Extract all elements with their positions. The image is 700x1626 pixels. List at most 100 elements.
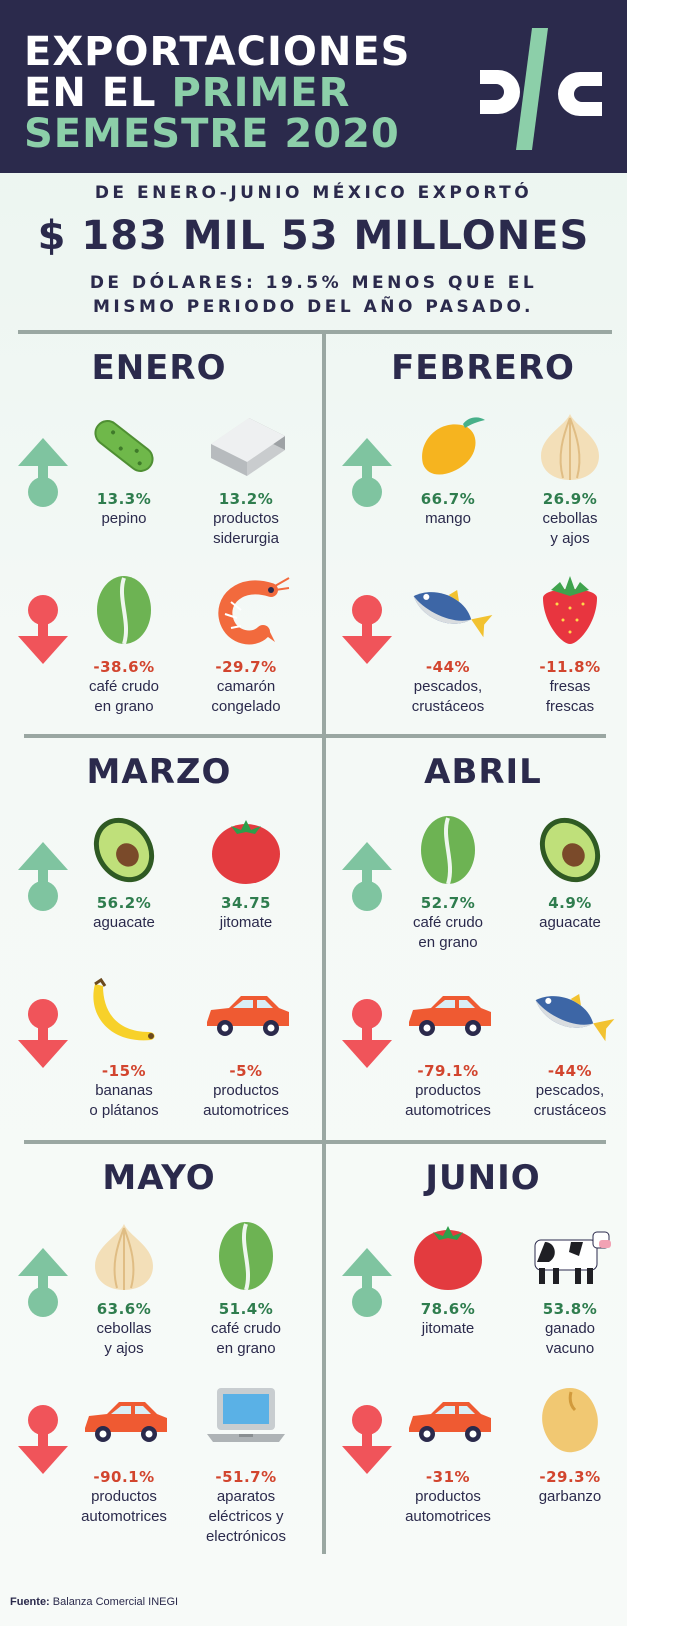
item-label: y ajos bbox=[104, 1340, 144, 1357]
fish-icon bbox=[413, 589, 493, 638]
export-item-up: 34.75 jitomate bbox=[176, 894, 316, 932]
item-percentage: 56.2% bbox=[96, 894, 152, 912]
divider-top bbox=[18, 330, 612, 334]
item-label: fresas bbox=[549, 678, 591, 695]
export-item-up: 51.4% café crudo en grano bbox=[176, 1300, 316, 1358]
export-item-up: 56.2% aguacate bbox=[54, 894, 194, 932]
item-label: productos bbox=[415, 1488, 481, 1505]
export-item-up: 4.9% aguacate bbox=[500, 894, 627, 932]
item-label: café crudo bbox=[88, 678, 160, 695]
item-percentage: 13.3% bbox=[96, 490, 152, 508]
car-icon bbox=[409, 1402, 491, 1442]
infographic: EXPORTACIONES EN EL PRIMER SEMESTRE 2020… bbox=[0, 0, 627, 1626]
strawberry-icon bbox=[543, 576, 597, 644]
title-line-3: SEMESTRE 2020 bbox=[24, 111, 400, 157]
item-percentage: -38.6% bbox=[93, 658, 155, 676]
mango-icon bbox=[422, 417, 485, 475]
item-label: vacuno bbox=[545, 1340, 595, 1357]
title-line-1: EXPORTACIONES bbox=[24, 29, 411, 75]
export-item-up: 63.6% cebollas y ajos bbox=[54, 1300, 194, 1358]
export-item-up: 78.6% jitomate bbox=[378, 1300, 518, 1338]
export-item-up: 53.8% ganado vacuno bbox=[500, 1300, 627, 1358]
item-percentage: 4.9% bbox=[548, 894, 592, 912]
intro-amount: $ 183 MIL 53 MILLONES bbox=[37, 213, 590, 259]
item-label: crustáceos bbox=[411, 698, 485, 715]
item-percentage: -11.8% bbox=[539, 658, 601, 676]
item-label: en grano bbox=[418, 934, 478, 951]
banana-icon bbox=[93, 977, 155, 1041]
export-item-down: -5% productos automotrices bbox=[176, 1062, 316, 1120]
item-percentage: -51.7% bbox=[215, 1468, 277, 1486]
item-label: mango bbox=[425, 510, 471, 527]
item-label: café crudo bbox=[210, 1320, 282, 1337]
item-percentage: -44% bbox=[547, 1062, 593, 1080]
item-percentage: 63.6% bbox=[96, 1300, 152, 1318]
item-percentage: -90.1% bbox=[93, 1468, 155, 1486]
item-label: electrónicos bbox=[205, 1528, 287, 1545]
laptop-icon bbox=[207, 1388, 285, 1442]
divider-vertical bbox=[322, 334, 326, 1554]
arrow-down-icon bbox=[342, 595, 392, 664]
export-item-down: -44% pescados, crustáceos bbox=[500, 1062, 627, 1120]
item-percentage: -44% bbox=[425, 658, 471, 676]
coffee-bean-icon bbox=[219, 1222, 273, 1291]
arrow-up-icon bbox=[18, 1248, 68, 1317]
item-percentage: 52.7% bbox=[420, 894, 476, 912]
source-text: Balanza Comercial INEGI bbox=[49, 1596, 179, 1608]
item-label: siderurgia bbox=[213, 530, 279, 547]
item-label: cebollas bbox=[96, 1320, 152, 1337]
coffee-bean-icon bbox=[421, 816, 475, 885]
arrow-up-icon bbox=[18, 842, 68, 911]
item-percentage: -79.1% bbox=[417, 1062, 479, 1080]
item-label: productos bbox=[91, 1488, 157, 1505]
item-percentage: 51.4% bbox=[218, 1300, 274, 1318]
item-percentage: 66.7% bbox=[420, 490, 476, 508]
fish-icon bbox=[535, 993, 615, 1042]
item-label: productos bbox=[415, 1082, 481, 1099]
export-item-down: -29.3% garbanzo bbox=[500, 1468, 627, 1506]
cow-icon bbox=[534, 1231, 611, 1284]
steel-bar-icon bbox=[211, 418, 285, 476]
coffee-bean-icon bbox=[97, 576, 151, 645]
item-label: en grano bbox=[94, 698, 154, 715]
item-label: productos bbox=[213, 1082, 279, 1099]
item-label: aguacate bbox=[539, 914, 601, 931]
export-item-down: -90.1% productos automotrices bbox=[54, 1468, 194, 1526]
month-title-febrero: FEBRERO bbox=[391, 348, 575, 388]
avocado-icon bbox=[539, 817, 601, 883]
item-label: congelado bbox=[211, 698, 281, 715]
item-percentage: -15% bbox=[101, 1062, 147, 1080]
cucumber-icon bbox=[94, 420, 154, 472]
divider-bottom bbox=[24, 1140, 606, 1144]
month-title-junio: JUNIO bbox=[425, 1158, 541, 1198]
intro-line-2c: QUE EL bbox=[438, 273, 538, 293]
title-line-2b: PRIMER bbox=[171, 70, 351, 116]
item-label: cebollas bbox=[542, 510, 598, 527]
item-label: jitomate bbox=[219, 914, 273, 931]
arrow-down-icon bbox=[18, 999, 68, 1068]
title-line-2a: EN EL bbox=[24, 70, 157, 116]
item-label: automotrices bbox=[81, 1508, 167, 1525]
export-item-down: -15% bananas o plátanos bbox=[54, 1062, 194, 1120]
item-percentage: -31% bbox=[425, 1468, 471, 1486]
intro-line-1: DE ENERO-JUNIO MÉXICO EXPORTÓ bbox=[94, 183, 533, 203]
item-label: garbanzo bbox=[538, 1488, 602, 1505]
garlic-icon bbox=[95, 1224, 153, 1290]
divider-middle bbox=[24, 734, 606, 738]
item-label: automotrices bbox=[405, 1508, 491, 1525]
item-label: eléctricos y bbox=[208, 1508, 284, 1525]
item-label: o plátanos bbox=[89, 1102, 159, 1119]
export-item-down: -31% productos automotrices bbox=[378, 1468, 518, 1526]
intro-line-3: MISMO PERIODO DEL AÑO PASADO. bbox=[92, 297, 535, 317]
export-item-down: -79.1% productos automotrices bbox=[378, 1062, 518, 1120]
item-label: y ajos bbox=[550, 530, 590, 547]
item-label: frescas bbox=[545, 698, 595, 715]
arrow-down-icon bbox=[18, 595, 68, 664]
intro-line-2a: DE DÓLARES: bbox=[89, 273, 266, 293]
chickpea-icon bbox=[542, 1388, 598, 1453]
arrow-down-icon bbox=[342, 1405, 392, 1474]
avocado-icon bbox=[93, 817, 155, 883]
item-percentage: 34.75 bbox=[221, 894, 271, 912]
item-label: productos bbox=[213, 510, 279, 527]
car-icon bbox=[207, 996, 289, 1036]
